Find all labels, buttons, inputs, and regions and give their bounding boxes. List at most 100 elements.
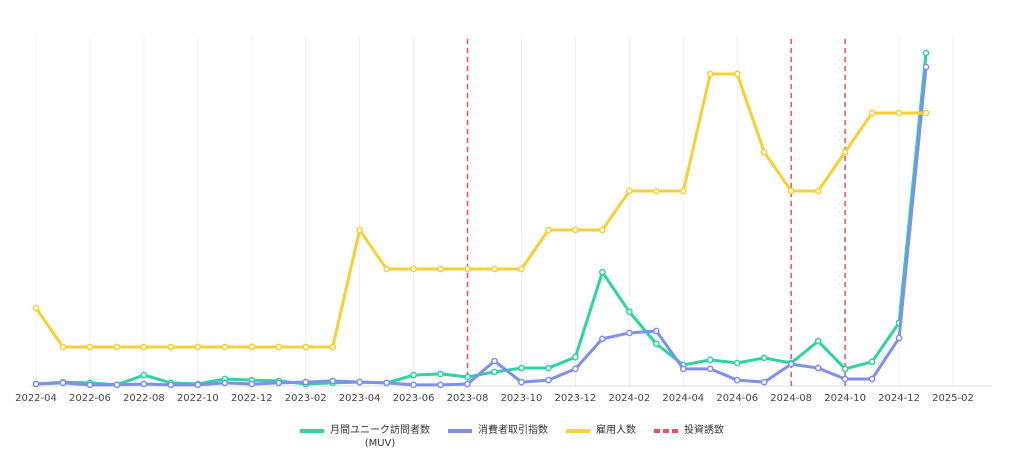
point: [868, 375, 876, 383]
series-line: [35, 66, 928, 387]
point: [652, 327, 660, 335]
x-tick-label: 2024-04: [662, 393, 704, 404]
point: [814, 364, 822, 372]
point: [626, 329, 633, 337]
point: [437, 381, 444, 389]
point: [464, 373, 471, 381]
legend-item[interactable]: 投資誘致: [654, 424, 724, 450]
point: [464, 380, 471, 388]
x-tick-label: 2023-08: [447, 393, 489, 404]
point: [599, 335, 606, 343]
point: [706, 356, 714, 364]
point: [652, 187, 660, 195]
legend-label: 投資誘致: [684, 425, 724, 436]
point: [733, 376, 741, 384]
point: [626, 308, 633, 316]
point: [113, 343, 121, 351]
point: [841, 148, 849, 156]
point: [410, 371, 417, 379]
point: [626, 187, 633, 195]
x-tick-label: 2024-06: [716, 393, 758, 404]
series-line: [34, 72, 927, 349]
point: [733, 359, 741, 367]
point: [491, 368, 498, 376]
point: [410, 265, 417, 273]
point: [275, 343, 283, 351]
point: [59, 343, 67, 351]
point: [545, 226, 552, 234]
point: [841, 365, 849, 373]
point: [814, 337, 822, 345]
legend-item[interactable]: 消費者取引指数: [448, 424, 548, 450]
point: [221, 379, 229, 387]
point: [814, 187, 822, 195]
point: [706, 365, 714, 373]
point: [410, 381, 417, 389]
x-tick-label: 2022-10: [177, 393, 219, 404]
x-tick-label: 2024-12: [878, 393, 920, 404]
x-tick-label: 2022-06: [69, 393, 111, 404]
point: [733, 70, 741, 78]
point: [59, 379, 67, 387]
point: [760, 378, 768, 386]
point: [113, 381, 121, 389]
x-tick-label: 2024-02: [608, 393, 650, 404]
point: [868, 358, 876, 366]
point: [922, 49, 930, 57]
legend-item[interactable]: 雇用人数: [566, 424, 636, 450]
point: [518, 378, 525, 386]
legend: 月間ユニーク訪問者数 (MUV) 消費者取引指数 雇用人数 投資誘致: [0, 424, 1024, 450]
point: [572, 365, 579, 373]
point: [652, 340, 660, 348]
legend-label: 消費者取引指数: [478, 425, 548, 436]
point: [86, 343, 94, 351]
point: [841, 375, 849, 383]
legend-label: 雇用人数: [596, 425, 636, 436]
x-tick-label: 2025-02: [932, 393, 974, 404]
point: [437, 370, 444, 378]
series-line: [35, 52, 928, 387]
point: [356, 378, 363, 386]
point: [248, 343, 256, 351]
point: [922, 109, 930, 117]
point: [437, 265, 444, 273]
x-tick-label: 2024-10: [824, 393, 866, 404]
point: [356, 226, 363, 234]
point: [599, 268, 606, 276]
point: [32, 380, 40, 388]
point: [464, 265, 471, 273]
x-tick-label: 2022-12: [231, 393, 273, 404]
legend-swatch: [654, 429, 678, 433]
point: [895, 334, 903, 342]
point: [572, 353, 579, 361]
point: [706, 70, 714, 78]
point: [491, 265, 498, 273]
point: [518, 265, 525, 273]
point: [922, 63, 930, 71]
legend-swatch: [566, 429, 590, 433]
point: [599, 226, 606, 234]
point: [329, 377, 337, 385]
point: [302, 343, 310, 351]
point: [329, 343, 337, 351]
x-tick-label: 2022-08: [123, 393, 165, 404]
point: [491, 357, 498, 365]
point: [86, 381, 94, 389]
point: [221, 343, 229, 351]
point: [383, 379, 390, 387]
x-tick-label: 2022-04: [15, 393, 57, 404]
point: [167, 381, 175, 389]
point: [545, 364, 552, 372]
point: [275, 379, 283, 387]
point: [32, 304, 40, 312]
point: [787, 187, 795, 195]
legend-swatch: [300, 429, 324, 433]
point: [167, 343, 175, 351]
point: [545, 376, 552, 384]
point: [302, 378, 310, 386]
x-tick-label: 2024-08: [770, 393, 812, 404]
x-tick-label: 2023-02: [285, 393, 327, 404]
legend-item[interactable]: 月間ユニーク訪問者数 (MUV): [300, 424, 430, 450]
point: [194, 343, 202, 351]
